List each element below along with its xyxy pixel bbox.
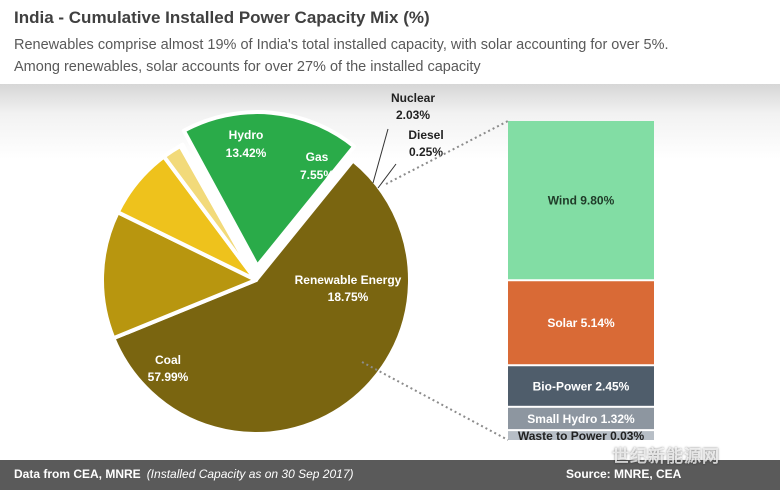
pie-value-hydro: 13.42%: [226, 146, 267, 160]
pie-value-diesel: 0.25%: [409, 145, 443, 159]
footer-source-right: Source: MNRE, CEA: [566, 467, 682, 481]
pie-value-gas: 7.55%: [300, 168, 334, 182]
subtitle-line-2: Among renewables, solar accounts for ove…: [14, 59, 481, 75]
stack-label-solar: Solar 5.14%: [547, 316, 615, 330]
chart-svg: Renewable Energy 18.75% Coal 57.99% Hydro 13.…: [100, 91, 654, 443]
leader-line-diesel: [377, 163, 397, 189]
footer-source: Data from CEA, MNRE (Installed Capacity a…: [14, 467, 353, 481]
pie-slice-renewable-energy: [181, 110, 357, 269]
pie-label-coal: Coal: [155, 353, 181, 367]
footer-source-bold: Data from CEA, MNRE: [14, 467, 141, 481]
header: India - Cumulative Installed Power Capac…: [0, 0, 780, 84]
leader-line-nuclear: [372, 128, 389, 184]
pie-label-nuclear: Nuclear: [391, 91, 435, 105]
pie-slice-hydro: [100, 210, 258, 341]
stack-segment-waste-to-power: [508, 431, 654, 440]
stack-label-bio-power: Bio-Power 2.45%: [533, 380, 630, 394]
watermark: 世纪新能源网: [612, 447, 720, 466]
page-title: India - Cumulative Installed Power Capac…: [14, 8, 430, 27]
chart-area: Renewable Energy 18.75% Coal 57.99% Hydro 13.…: [0, 84, 780, 460]
stack-segment-bio-power: [508, 366, 654, 406]
stack-label-waste-to-power: Waste to Power 0.03%: [518, 429, 645, 443]
footer: Data from CEA, MNRE (Installed Capacity a…: [0, 460, 780, 490]
footer-source-note: (Installed Capacity as on 30 Sep 2017): [146, 467, 354, 481]
pie-value-renewable-energy: 18.75%: [328, 290, 369, 304]
pie-label-hydro: Hydro: [229, 128, 264, 142]
pie-slice-coal: [111, 158, 412, 436]
connector-line-top: [385, 120, 509, 185]
pie-value-coal: 57.99%: [148, 370, 189, 384]
pie-label-renewable-energy: Renewable Energy: [295, 273, 402, 287]
stack-segment-small-hydro: [508, 407, 654, 430]
pie-slice-diesel: [178, 142, 258, 282]
stack-segment-solar: [508, 281, 654, 365]
subtitle-line-1: Renewables comprise almost 19% of India'…: [14, 37, 669, 53]
stack-segment-wind: [508, 121, 654, 280]
pie-label-diesel: Diesel: [408, 128, 443, 142]
connector-line-bottom: [361, 361, 509, 441]
stack-label-small-hydro: Small Hydro 1.32%: [527, 412, 635, 426]
stack-label-wind: Wind 9.80%: [548, 194, 615, 208]
pie-value-nuclear: 2.03%: [396, 108, 430, 122]
pie-label-gas: Gas: [306, 150, 329, 164]
